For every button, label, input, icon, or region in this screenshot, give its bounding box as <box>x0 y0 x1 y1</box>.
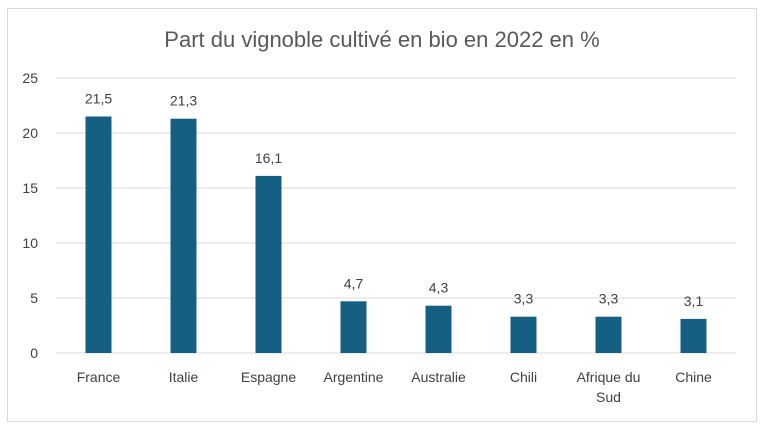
data-label: 16,1 <box>255 150 282 166</box>
bar <box>425 305 452 353</box>
category-label: France <box>77 369 121 385</box>
bar <box>595 316 622 353</box>
y-tick-label: 25 <box>22 70 38 86</box>
y-tick-label: 0 <box>30 345 38 361</box>
category-label: Afrique du <box>577 369 641 385</box>
bar <box>680 318 707 353</box>
data-label: 3,3 <box>514 291 534 307</box>
data-label: 21,3 <box>170 93 197 109</box>
y-tick-label: 20 <box>22 125 38 141</box>
y-tick-label: 15 <box>22 180 38 196</box>
y-tick-label: 5 <box>30 290 38 306</box>
bar <box>255 175 282 353</box>
category-label: Argentine <box>324 369 384 385</box>
bar <box>85 116 112 353</box>
bar <box>340 301 367 353</box>
data-label: 4,7 <box>344 275 364 291</box>
y-tick-label: 10 <box>22 235 38 251</box>
category-label: Australie <box>411 369 466 385</box>
data-label: 4,3 <box>429 280 449 296</box>
data-label: 21,5 <box>85 91 112 107</box>
category-label: Sud <box>596 389 621 405</box>
bar <box>510 316 537 353</box>
data-labels: 21,5 21,3 16,1 4,7 4,3 3,3 3,3 3,1 <box>85 91 704 309</box>
data-label: 3,3 <box>599 291 619 307</box>
chart-title: Part du vignoble cultivé en bio en 2022 … <box>164 27 599 52</box>
bars <box>85 116 707 353</box>
category-label: Chili <box>510 369 537 385</box>
category-label: Chine <box>675 369 712 385</box>
grid-layer <box>56 77 736 354</box>
y-axis-ticks: 0 5 10 15 20 25 <box>22 70 38 361</box>
category-label: Espagne <box>241 369 296 385</box>
bar <box>170 118 197 353</box>
category-label: Italie <box>169 369 199 385</box>
category-labels: France Italie Espagne Argentine Australie Chi… <box>77 369 712 405</box>
data-label: 3,1 <box>684 293 704 309</box>
